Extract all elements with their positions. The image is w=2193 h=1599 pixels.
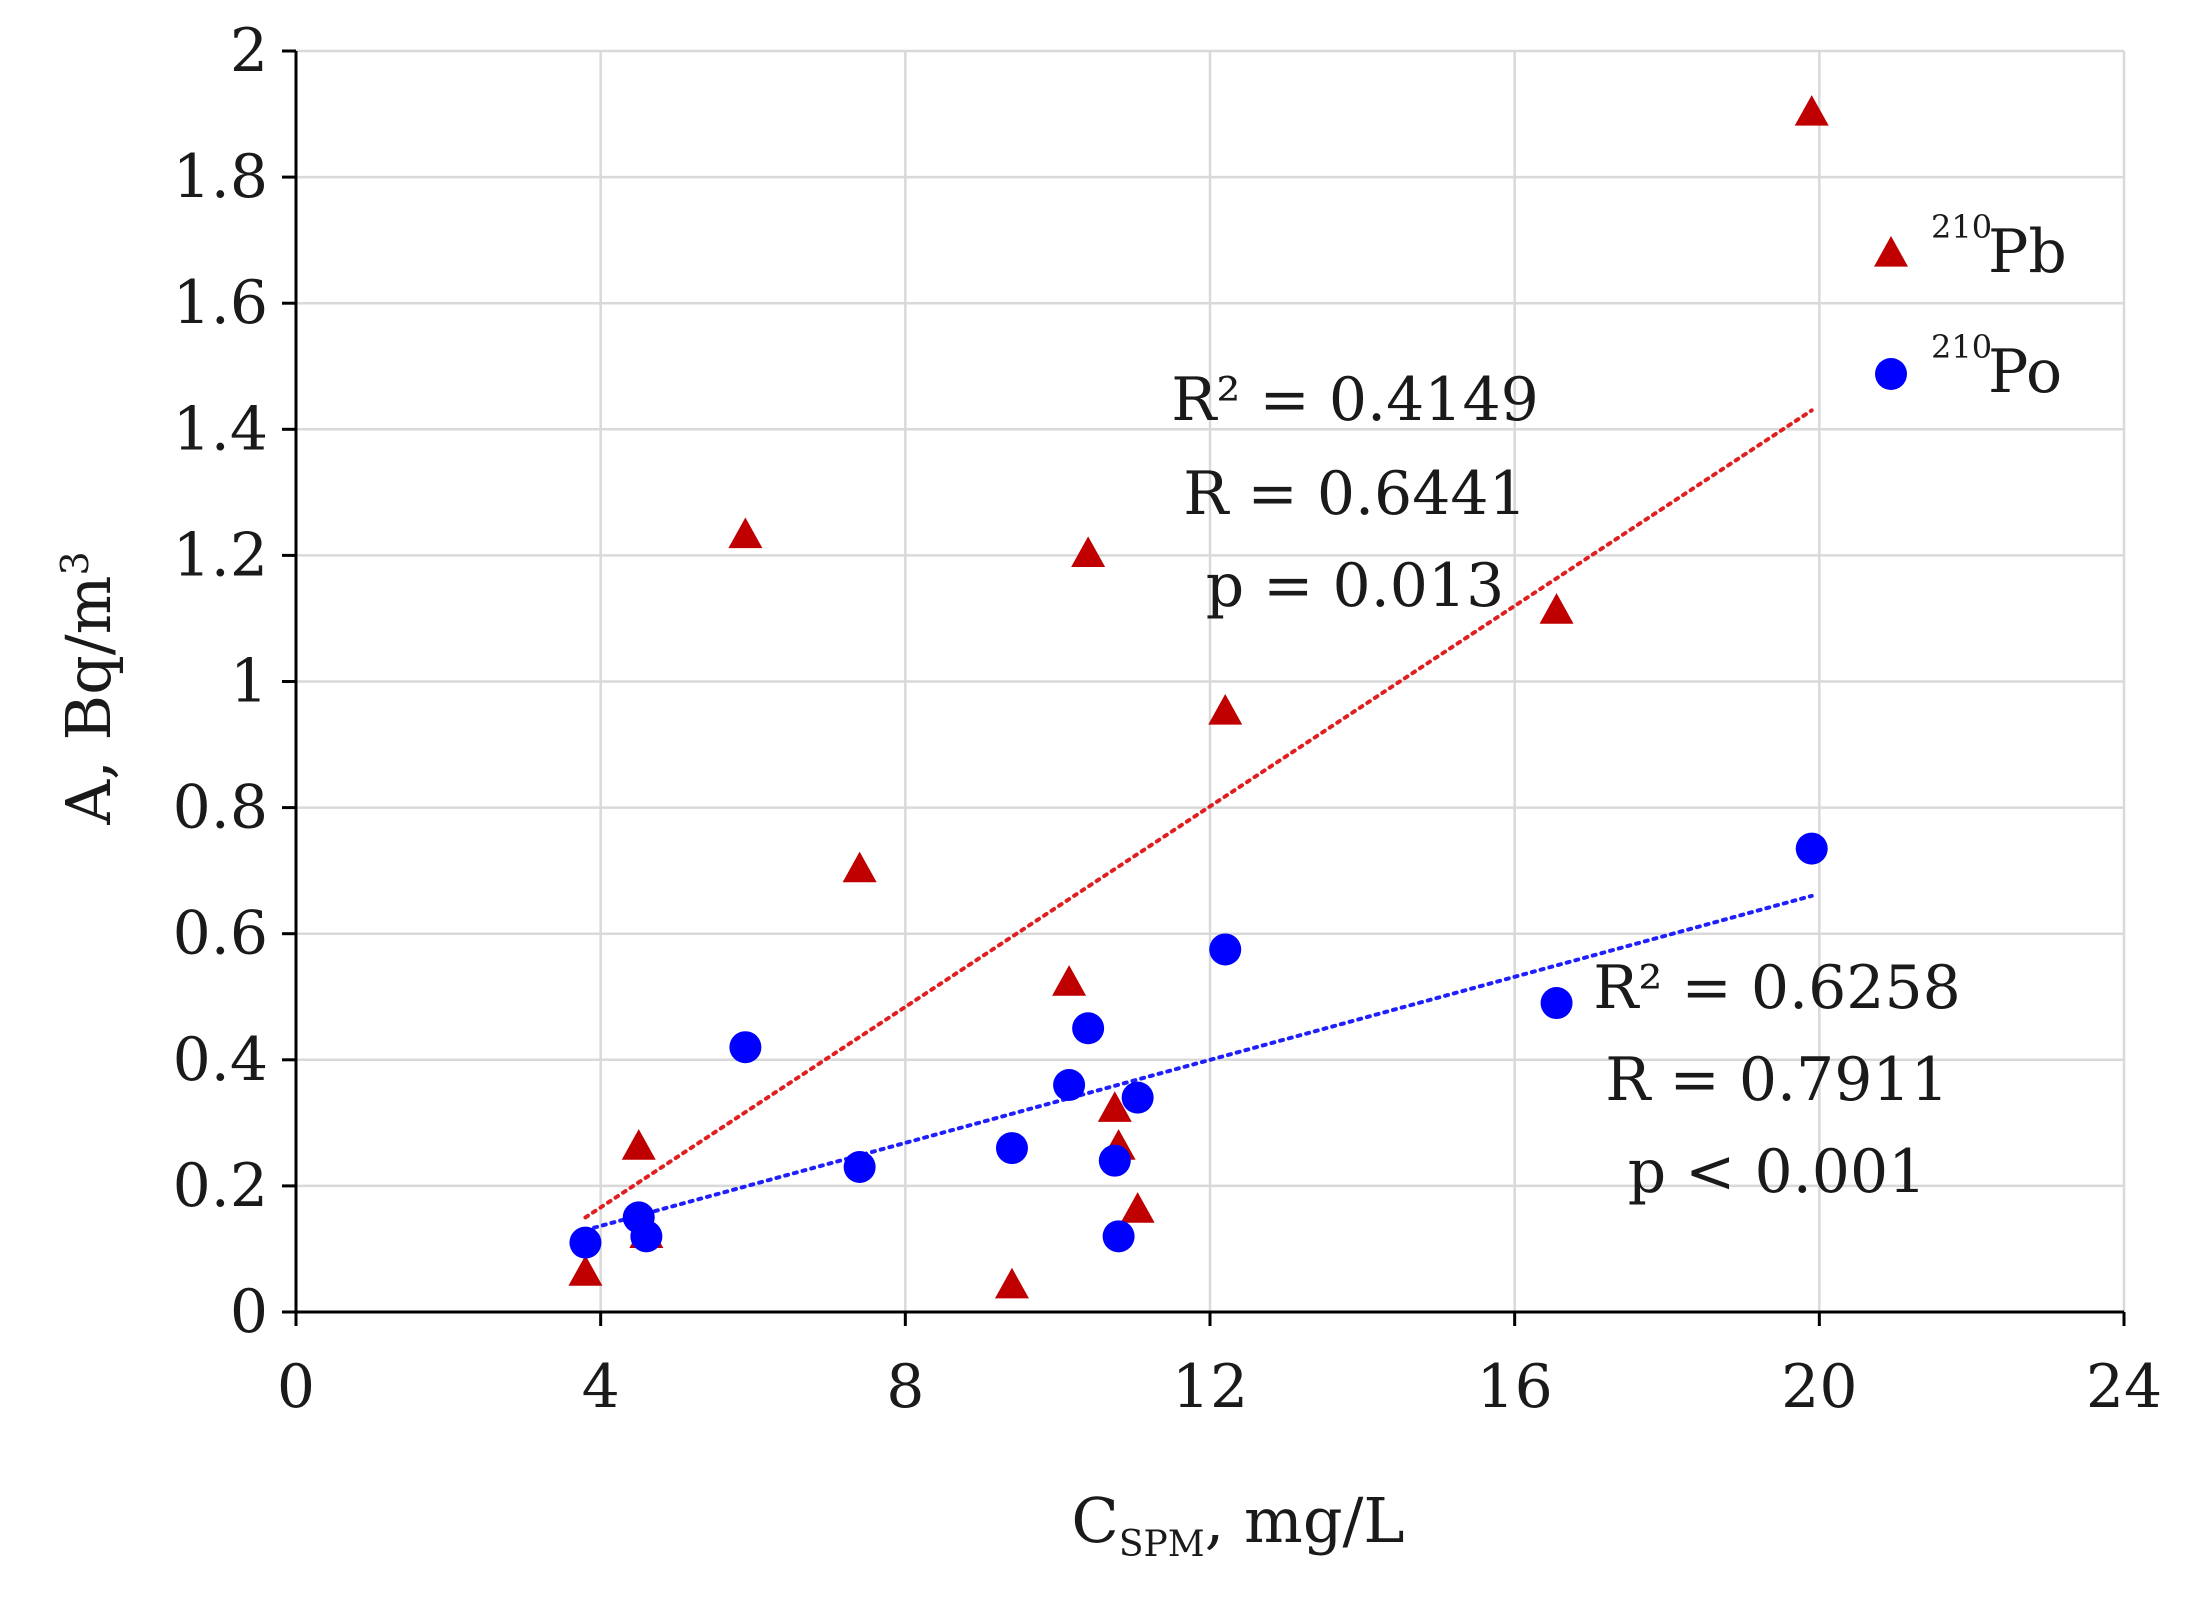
pb-point bbox=[994, 1267, 1029, 1299]
x-tick-label: 24 bbox=[2086, 1352, 2162, 1422]
po-point bbox=[569, 1226, 602, 1259]
pb-trendline bbox=[583, 408, 1814, 1220]
pb-point bbox=[842, 851, 877, 883]
legend-marker-po bbox=[1875, 358, 1907, 390]
po-point bbox=[1209, 933, 1242, 966]
po-point bbox=[1102, 1220, 1135, 1253]
x-axis-title-rest: , mg/L bbox=[1205, 1484, 1405, 1557]
x-tick-label: 20 bbox=[1781, 1352, 1857, 1422]
legend-isotope-po: 210 bbox=[1931, 328, 1992, 366]
data-points bbox=[568, 95, 1829, 1299]
po-point bbox=[995, 1132, 1028, 1165]
po-point bbox=[1098, 1144, 1131, 1177]
legend-marker-pb bbox=[1874, 236, 1908, 267]
po-point bbox=[1795, 832, 1828, 865]
pb-stat-1: R = 0.6441 bbox=[1183, 459, 1527, 529]
po-point bbox=[843, 1150, 876, 1183]
legend-isotope-pb: 210 bbox=[1931, 208, 1992, 246]
y-tick-label: 0.8 bbox=[173, 773, 268, 843]
pb-stat-0: R² = 0.4149 bbox=[1171, 365, 1539, 435]
trendlines bbox=[583, 408, 1814, 1233]
po-stat-2: p < 0.001 bbox=[1628, 1137, 1927, 1207]
y-tick-label: 1.4 bbox=[173, 394, 268, 464]
po-point bbox=[630, 1220, 663, 1253]
y-tick-label: 1.6 bbox=[173, 268, 268, 338]
legend-label-pb: Pb bbox=[1988, 217, 2067, 287]
y-tick-label: 0.4 bbox=[173, 1025, 268, 1095]
pb-point bbox=[1071, 536, 1106, 568]
pb-point bbox=[728, 517, 763, 549]
po-point bbox=[729, 1031, 762, 1064]
y-tick-label: 1 bbox=[230, 647, 268, 717]
x-axis-title-main: C bbox=[1071, 1484, 1118, 1557]
x-axis-title-sub: SPM bbox=[1119, 1524, 1205, 1565]
pb-point bbox=[1208, 694, 1243, 725]
y-tick-label: 2 bbox=[230, 16, 268, 86]
x-tick-label: 8 bbox=[886, 1352, 924, 1422]
y-tick-label: 0.6 bbox=[173, 899, 268, 969]
x-tick-label: 4 bbox=[582, 1352, 620, 1422]
y-axis-title: A, Bq/m3 bbox=[52, 551, 125, 825]
y-tick-label: 0 bbox=[230, 1277, 268, 1347]
x-tick-label: 12 bbox=[1172, 1352, 1248, 1422]
y-tick-label: 0.2 bbox=[173, 1151, 268, 1221]
pb-point bbox=[621, 1129, 656, 1160]
pb-point bbox=[1120, 1192, 1155, 1223]
grid bbox=[296, 49, 2126, 1312]
legend-label-po: Po bbox=[1988, 337, 2062, 407]
axis-labels: CSPM, mg/L A, Bq/m3 bbox=[52, 551, 1405, 1565]
po-stat-0: R² = 0.6258 bbox=[1593, 953, 1961, 1023]
po-point bbox=[1053, 1069, 1086, 1102]
x-axis-title: CSPM, mg/L bbox=[1071, 1484, 1404, 1565]
pb-point bbox=[1539, 593, 1574, 624]
y-axis-title-main: A, Bq/m bbox=[52, 576, 125, 826]
po-point bbox=[1072, 1012, 1105, 1045]
pb-point bbox=[1794, 95, 1829, 126]
annotations: R² = 0.4149 R = 0.6441 p = 0.013 R² = 0.625… bbox=[1171, 365, 1961, 1207]
po-point bbox=[1540, 987, 1573, 1020]
pb-point bbox=[1052, 965, 1087, 996]
po-point bbox=[1121, 1081, 1154, 1114]
pb-point bbox=[568, 1255, 603, 1286]
axes: 0 4 8 12 16 20 24 0 0.2 0.4 0.6 0.8 1 1.2 1.4 1.6 1.8 2 bbox=[173, 16, 2163, 1422]
po-trendline bbox=[583, 893, 1814, 1233]
y-axis-title-sup: 3 bbox=[53, 551, 97, 575]
po-stat-1: R = 0.7911 bbox=[1605, 1045, 1949, 1115]
y-tick-label: 1.8 bbox=[173, 142, 268, 212]
pb-stat-2: p = 0.013 bbox=[1206, 551, 1505, 621]
y-tick-label: 1.2 bbox=[173, 520, 268, 590]
pb-point bbox=[1097, 1091, 1132, 1122]
x-tick-label: 0 bbox=[277, 1352, 315, 1422]
x-tick-label: 16 bbox=[1476, 1352, 1552, 1422]
